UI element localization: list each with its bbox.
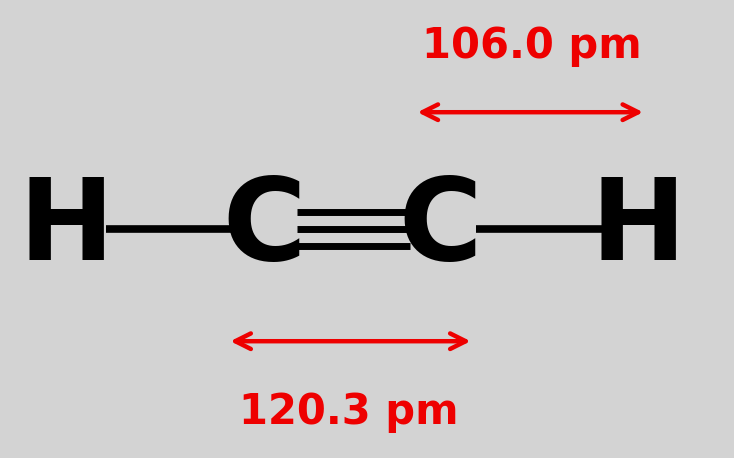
Text: H: H xyxy=(18,174,114,284)
Text: 106.0 pm: 106.0 pm xyxy=(422,25,642,67)
Text: C: C xyxy=(399,174,482,284)
Text: H: H xyxy=(591,174,686,284)
Text: 120.3 pm: 120.3 pm xyxy=(239,391,459,433)
Text: C: C xyxy=(222,174,306,284)
